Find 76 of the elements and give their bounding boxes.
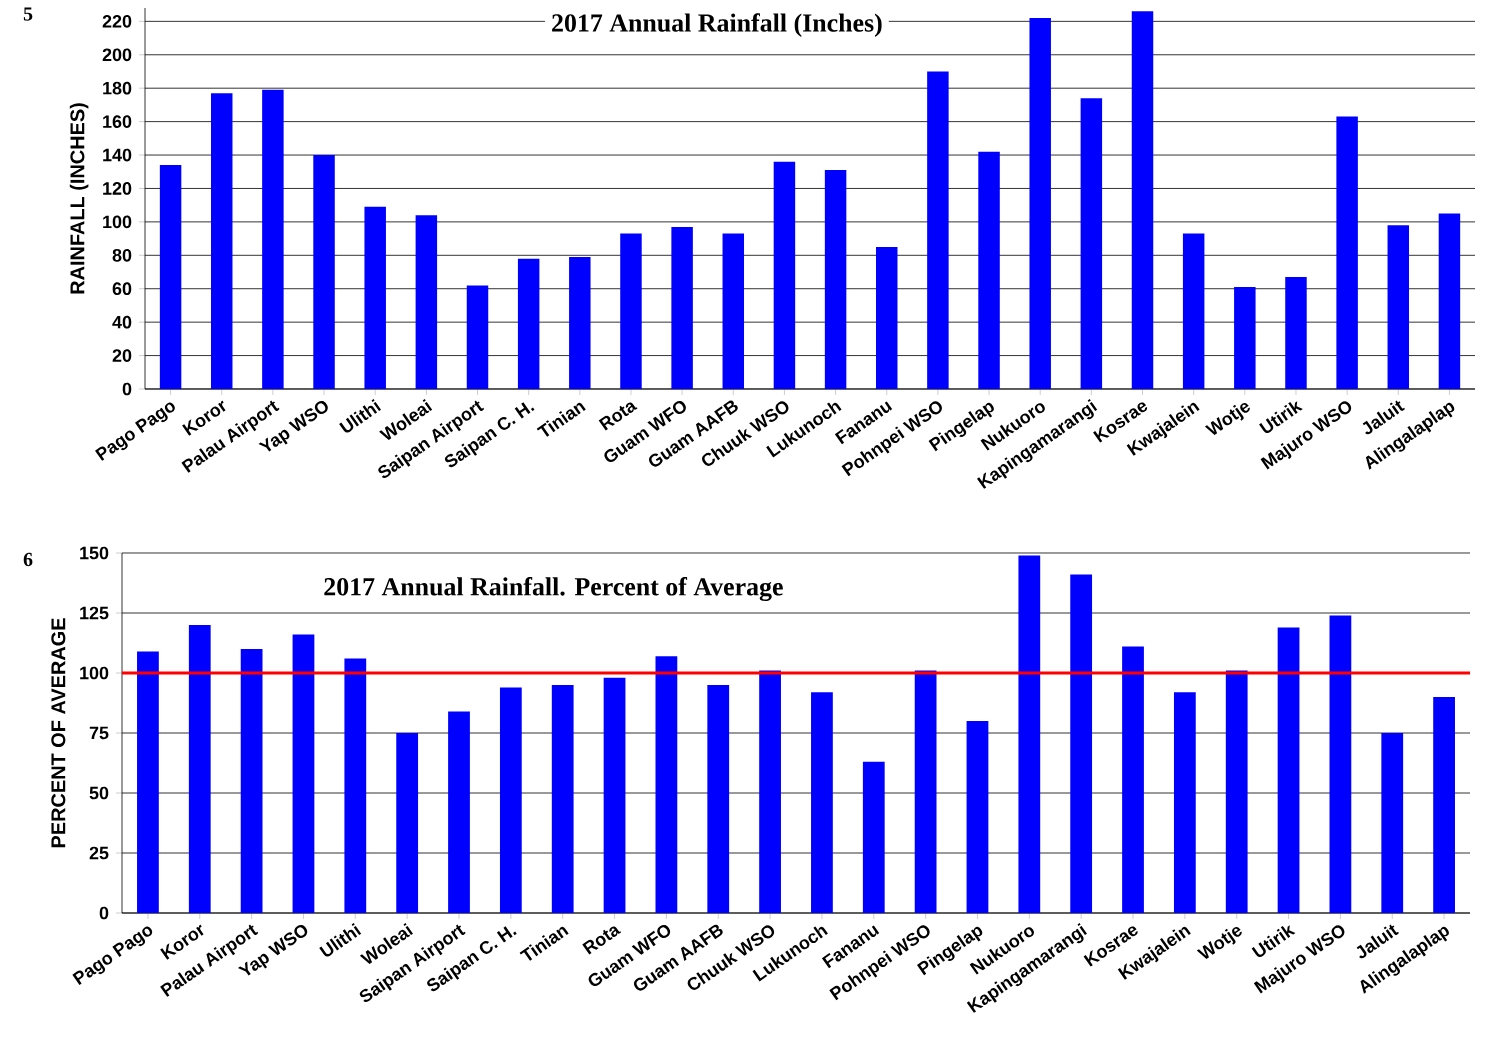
bar xyxy=(1029,18,1051,389)
bar xyxy=(875,246,898,389)
bar xyxy=(1182,233,1205,389)
bar xyxy=(159,165,182,389)
bar xyxy=(1381,733,1404,913)
bar xyxy=(344,658,367,913)
bar xyxy=(1122,646,1144,913)
bar xyxy=(1329,615,1352,913)
bar xyxy=(551,685,574,913)
text: 5 xyxy=(23,7,33,21)
x-tick-label: Rota xyxy=(598,402,638,431)
bar xyxy=(1433,697,1455,913)
bar xyxy=(569,256,591,389)
bar xyxy=(773,161,796,389)
bar xyxy=(1080,98,1103,389)
bar xyxy=(466,285,489,389)
bar xyxy=(499,687,522,913)
bar xyxy=(517,258,540,389)
y-tick-label: 100 xyxy=(103,215,132,229)
text: 2017 Annual Rainfall. Percent of Average xyxy=(324,577,783,601)
bar xyxy=(1234,287,1256,389)
bar xyxy=(1131,11,1154,389)
bar xyxy=(396,733,419,913)
y-tick-label: 140 xyxy=(103,148,132,162)
bar xyxy=(1018,555,1041,913)
y-tick-label: 180 xyxy=(103,81,132,95)
chart-title: 2017 Annual Rainfall (Inches) xyxy=(552,13,882,37)
y-tick-label: 160 xyxy=(103,115,132,128)
y-tick-label: 0 xyxy=(122,382,132,396)
bar xyxy=(722,233,745,389)
y-tick-label: 100 xyxy=(80,666,109,680)
y-axis-title: PERCENT OF AVERAGE xyxy=(51,618,66,848)
bar xyxy=(188,625,211,913)
y-tick-label: 150 xyxy=(80,546,109,560)
y-tick-label: 125 xyxy=(80,606,109,620)
bar xyxy=(1387,225,1410,389)
bar xyxy=(707,685,730,913)
bar xyxy=(824,170,847,389)
y-tick-label: 120 xyxy=(103,182,132,195)
bar xyxy=(364,206,386,389)
y-tick-label: 75 xyxy=(89,726,109,740)
y-tick-label: 0 xyxy=(99,906,109,920)
bar xyxy=(811,692,833,913)
y-tick-label: 80 xyxy=(112,248,132,262)
y-tick-label: 220 xyxy=(102,14,132,28)
bar xyxy=(448,711,470,913)
y-tick-label: 50 xyxy=(89,786,109,800)
bar xyxy=(240,649,263,913)
y-axis-title: RAINFALL (INCHES) xyxy=(69,103,89,294)
y-tick-label: 20 xyxy=(112,349,132,362)
x-tick-label: Rota xyxy=(582,926,622,955)
bar xyxy=(1336,116,1358,389)
bar xyxy=(1070,574,1093,913)
bar xyxy=(210,93,233,389)
bar xyxy=(415,215,438,389)
y-tick-label: 200 xyxy=(102,48,132,62)
bar xyxy=(262,89,284,389)
bar xyxy=(862,761,885,913)
y-tick-label: 40 xyxy=(112,315,132,329)
y-tick-label: 25 xyxy=(89,846,109,860)
bar xyxy=(313,155,335,389)
text: 6 xyxy=(23,552,33,567)
bar xyxy=(1173,692,1196,913)
bar xyxy=(603,677,626,913)
y-tick-label: 60 xyxy=(112,282,132,296)
bar xyxy=(1438,213,1461,389)
bar xyxy=(927,71,949,389)
bar xyxy=(671,226,693,389)
bar xyxy=(620,233,642,389)
bar xyxy=(1277,627,1300,913)
bar xyxy=(978,151,1000,389)
bar xyxy=(292,634,315,913)
bar xyxy=(137,651,159,913)
bar xyxy=(655,656,678,913)
bar xyxy=(966,721,989,913)
bar xyxy=(1285,277,1307,389)
